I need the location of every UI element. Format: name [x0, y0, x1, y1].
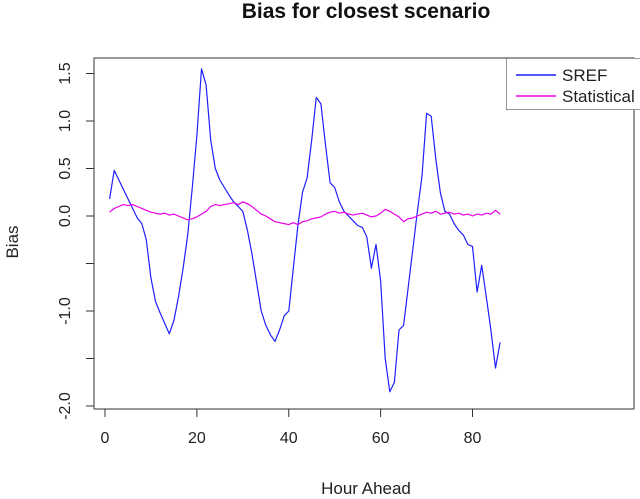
plot-area-frame — [93, 57, 635, 410]
x-tick-label: 60 — [372, 430, 390, 447]
chart-title: Bias for closest scenario — [242, 0, 491, 23]
x-tick-label: 20 — [188, 430, 206, 447]
series-line-sref — [109, 68, 501, 393]
x-axis-label: Hour Ahead — [321, 479, 411, 498]
legend-label: SREF — [562, 66, 607, 85]
y-tick-label: 1.0 — [57, 110, 74, 132]
y-tick-label: -2.0 — [57, 392, 74, 420]
y-tick-label: 0.5 — [57, 157, 74, 179]
x-axis: 0 20 40 60 80 — [101, 408, 482, 447]
legend-content: SREF Statistical — [506, 58, 640, 110]
legend-label: Statistical — [562, 87, 635, 106]
x-tick-label: 80 — [464, 430, 482, 447]
series-layer — [109, 68, 501, 393]
y-axis: -2.0 -1.0 0.0 0.5 1.0 1.5 — [57, 62, 95, 420]
x-tick-label: 0 — [101, 430, 110, 447]
x-tick-label: 40 — [280, 430, 298, 447]
y-tick-label: 1.5 — [57, 62, 74, 84]
y-tick-label: -1.0 — [57, 297, 74, 325]
y-tick-label: 0.0 — [57, 205, 74, 227]
y-axis-label: Bias — [3, 225, 22, 258]
legend: SREF Statistical — [506, 58, 640, 110]
legend-box — [506, 58, 640, 110]
series-line-statistical — [109, 201, 501, 226]
